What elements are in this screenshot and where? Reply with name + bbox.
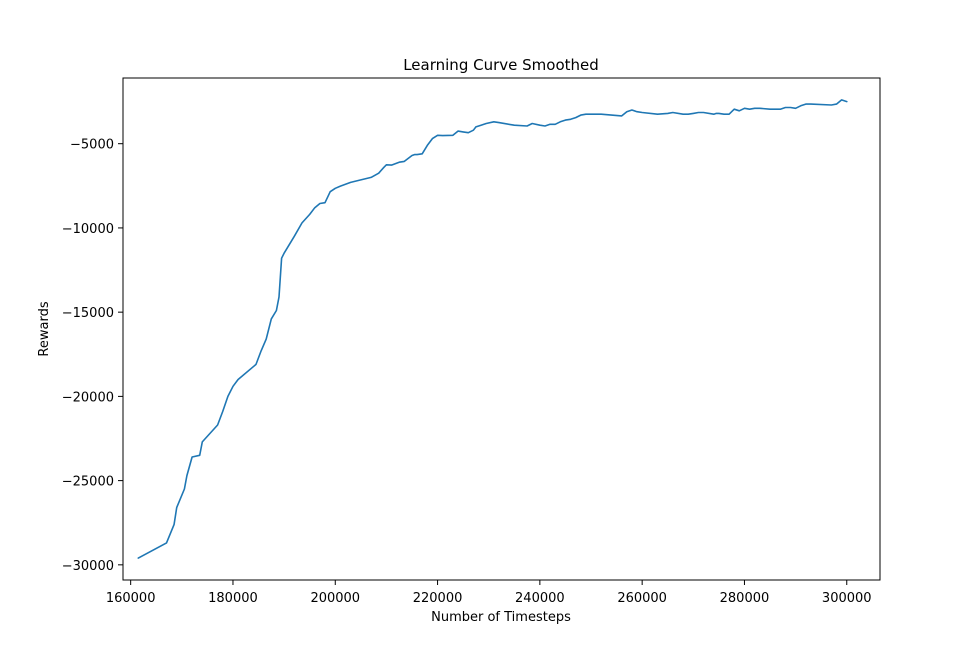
- y-axis-label: Rewards: [37, 301, 52, 356]
- chart-title: Learning Curve Smoothed: [403, 56, 599, 74]
- x-tick-label: 200000: [310, 591, 360, 606]
- y-axis-ticks: −30000 −25000 −20000 −15000 −10000 −5000: [62, 138, 123, 574]
- x-tick-label: 260000: [617, 591, 667, 606]
- y-tick-label: −30000: [62, 559, 114, 574]
- x-tick-label: 160000: [106, 591, 156, 606]
- y-tick-label: −10000: [62, 222, 114, 237]
- y-tick-label: −15000: [62, 306, 114, 321]
- x-tick-label: 300000: [822, 591, 872, 606]
- x-axis-ticks: 160000 180000 200000 220000 240000 260000 2800…: [106, 580, 872, 606]
- axes-frame: [122, 77, 881, 581]
- y-tick-label: −25000: [62, 475, 114, 490]
- plot-area: 160000 180000 200000 220000 240000 260000 2800…: [62, 77, 881, 606]
- x-axis-label: Number of Timesteps: [431, 610, 571, 625]
- series-layer: [137, 99, 848, 559]
- y-tick-label: −20000: [62, 390, 114, 405]
- x-tick-label: 240000: [515, 591, 565, 606]
- x-tick-label: 220000: [413, 591, 463, 606]
- x-tick-label: 280000: [720, 591, 770, 606]
- y-tick-label: −5000: [70, 138, 114, 153]
- x-tick-label: 180000: [208, 591, 258, 606]
- series-line: [137, 99, 848, 559]
